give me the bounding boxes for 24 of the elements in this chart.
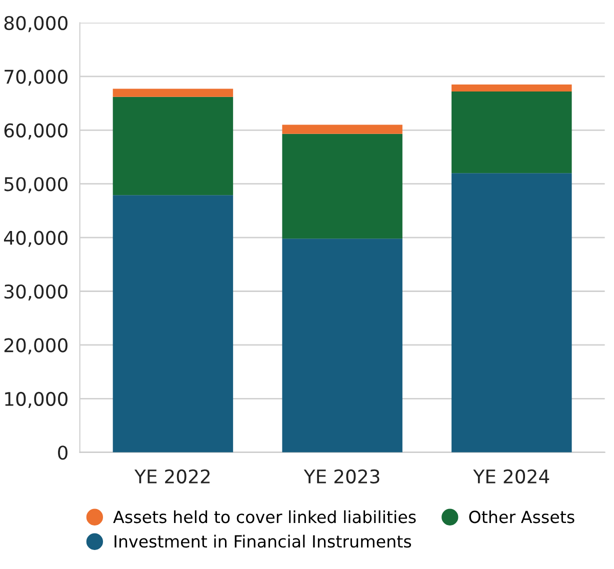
legend-label: Investment in Financial Instruments	[114, 534, 412, 548]
bar	[452, 173, 572, 452]
legend-label: Assets held to cover linked liabilities	[113, 510, 416, 524]
bar	[452, 91, 572, 174]
legend-label: Other Assets	[469, 510, 574, 524]
y-tick-label: 60,000	[4, 123, 68, 140]
bar	[112, 195, 234, 452]
bar	[282, 238, 402, 452]
y-tick-label: 50,000	[4, 177, 68, 194]
bar	[112, 96, 234, 196]
x-tick-label: YE 2022	[134, 469, 210, 484]
y-tick-label: 10,000	[5, 392, 68, 408]
bar	[282, 124, 402, 134]
bar	[112, 88, 234, 97]
bar	[282, 134, 402, 239]
y-tick-label: 40,000	[4, 230, 68, 247]
bar	[452, 84, 572, 92]
y-tick-label: 80,000	[4, 16, 68, 32]
y-tick-label: 0	[58, 446, 68, 460]
x-tick-label: YE 2024	[473, 469, 550, 484]
y-tick-label: 30,000	[4, 284, 68, 301]
x-tick-label: YE 2023	[304, 469, 380, 484]
y-tick-label: 70,000	[4, 70, 68, 86]
y-tick-label: 20,000	[4, 338, 68, 354]
